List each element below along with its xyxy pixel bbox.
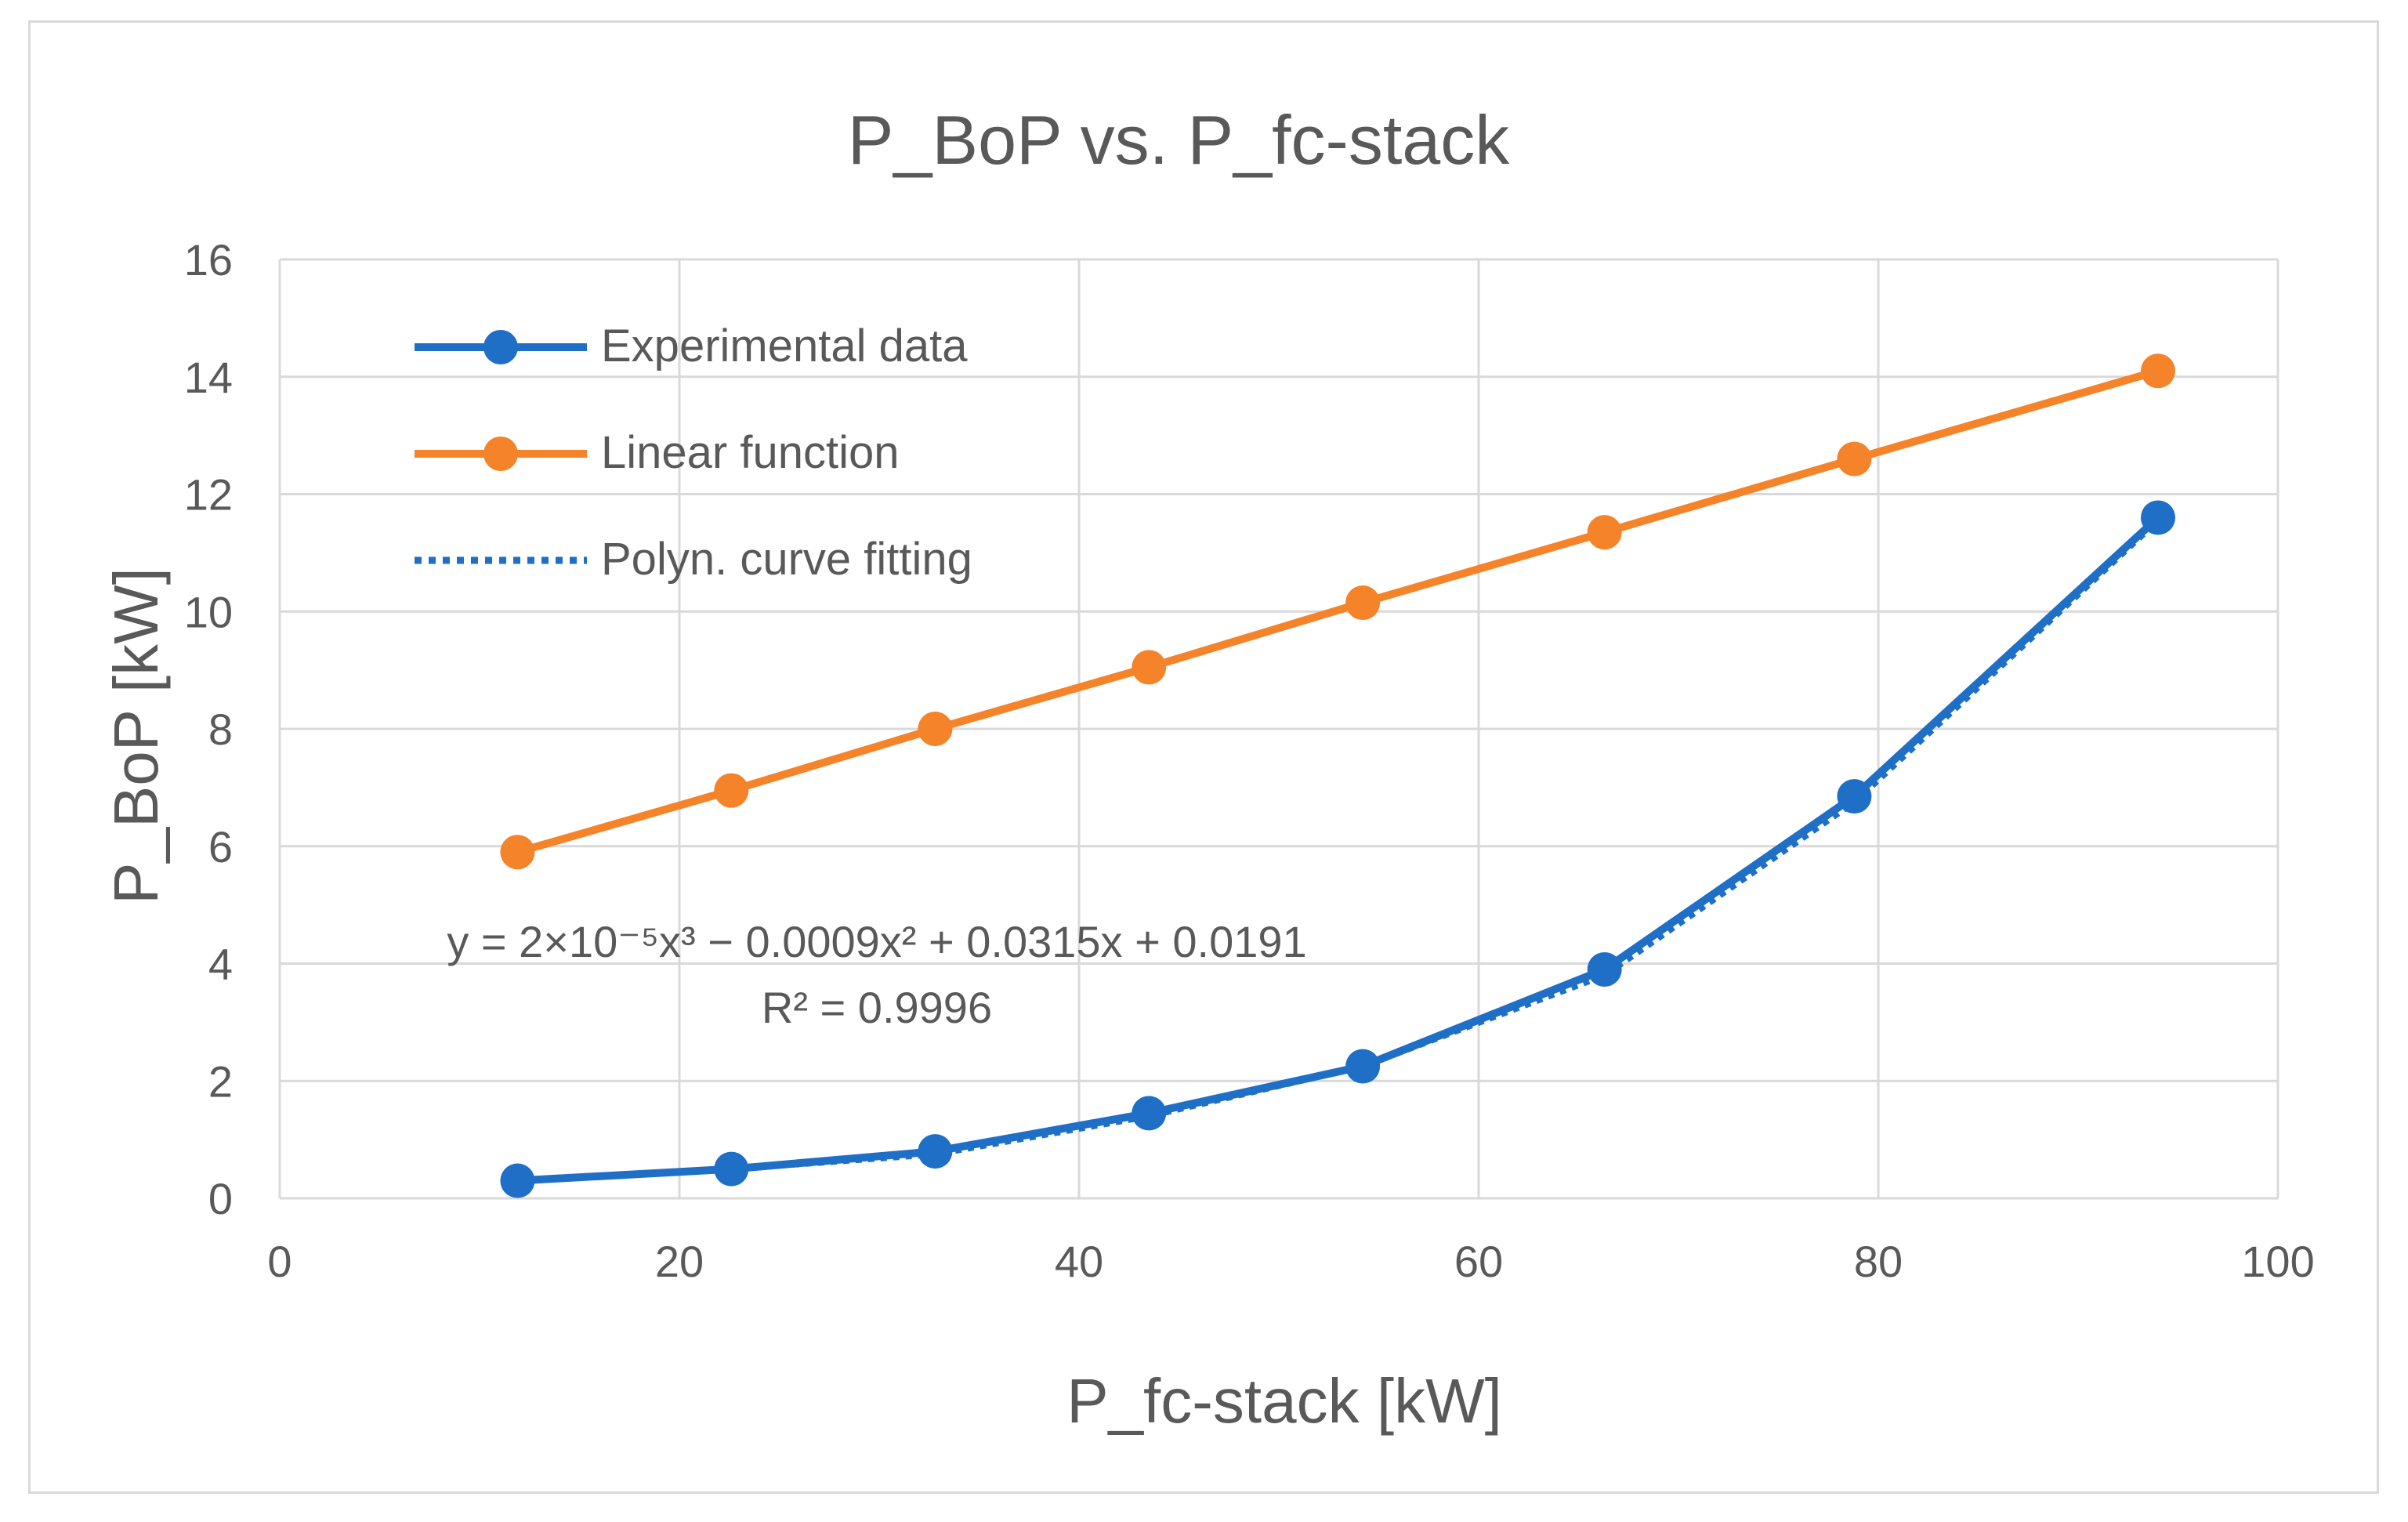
legend-marker-linear [483,437,518,471]
x-tick-label-0: 0 [267,1237,291,1286]
series-fit [517,518,2160,1184]
y-tick-label-8: 8 [208,705,233,754]
trendline-r-squared: R² = 0.9996 [762,983,992,1032]
data-point-linear-5 [1587,515,1622,550]
x-tick-label-100: 100 [2241,1237,2314,1286]
y-tick-label-2: 2 [208,1056,233,1106]
legend: Experimental data Linear function Polyn.… [415,321,972,585]
y-tick-label-6: 6 [208,822,233,872]
chart-title: P_BoP vs. P_fc-stack [848,101,1511,179]
data-point-linear-2 [918,712,953,746]
series-line-linear [516,367,2160,857]
y-tick-label-0: 0 [208,1174,233,1223]
series-line-fit [517,518,2160,1184]
y-tick-label-4: 4 [208,940,233,989]
y-axis-label: P_BoP [kW] [101,567,171,904]
series-experimental [500,500,2175,1198]
legend-label-experimental: Experimental data [601,321,968,371]
trendline-equation: y = 2×10⁻⁵x³ − 0.0009x² + 0.0315x + 0.01… [447,917,1306,966]
data-point-experimental-3 [1132,1096,1167,1131]
series-linear [500,353,2175,870]
chart: P_BoP vs. P_fc-stack 0 2 4 6 8 10 12 14 16 0 20 40… [101,101,2315,1436]
data-point-experimental-5 [1587,951,1622,987]
data-point-linear-0 [500,835,535,870]
x-tick-label-40: 40 [1055,1237,1103,1286]
x-tick-label-80: 80 [1854,1237,1903,1286]
y-tick-label-12: 12 [184,470,233,520]
y-tick-label-14: 14 [184,353,233,402]
y-tick-label-16: 16 [184,235,233,284]
legend-label-fit: Polyn. curve fitting [601,534,972,585]
x-tick-label-20: 20 [655,1237,704,1286]
data-point-linear-1 [714,773,749,808]
grid [278,258,2279,1200]
y-axis-ticks: 0 2 4 6 8 10 12 14 16 [184,235,233,1223]
chart-frame: P_BoP vs. P_fc-stack 0 2 4 6 8 10 12 14 16 0 20 40… [28,20,2379,1494]
data-point-linear-4 [1345,585,1381,621]
x-tick-label-60: 60 [1454,1237,1503,1286]
data-point-linear-6 [1837,441,1872,477]
legend-label-linear: Linear function [601,427,899,478]
data-point-experimental-6 [1837,779,1872,814]
data-point-linear-3 [1132,650,1167,685]
data-point-experimental-7 [2141,500,2175,535]
legend-marker-experimental [483,330,518,364]
x-axis-label: P_fc-stack [kW] [1066,1366,1502,1436]
data-point-linear-7 [2141,353,2175,389]
series-layer [500,353,2175,1198]
y-tick-label-10: 10 [184,587,233,636]
data-point-experimental-0 [500,1163,535,1198]
x-axis-ticks: 0 20 40 60 80 100 [267,1237,2314,1286]
